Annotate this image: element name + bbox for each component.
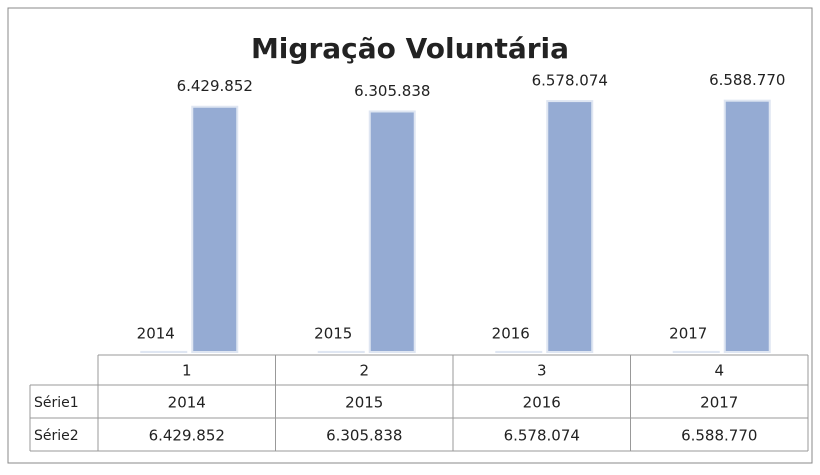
bar [192,107,237,352]
x-tick-label: 2 [359,362,369,380]
data-label: 6.578.074 [532,72,608,90]
chart-title: Migração Voluntária [251,32,569,65]
table-cell: 6.429.852 [149,427,225,445]
bar [725,101,770,352]
data-label: 2014 [137,325,175,343]
table-cell: 6.578.074 [504,427,580,445]
data-label: 6.429.852 [177,77,253,95]
legend-label: Série2 [34,428,79,444]
data-label: 2015 [314,325,352,343]
legend-label: Série1 [34,395,79,411]
table-cell: 6.305.838 [326,427,402,445]
table-cell: 2015 [345,394,383,412]
x-tick-label: 3 [537,362,547,380]
table-cell: 6.588.770 [681,427,757,445]
x-tick-label: 4 [714,362,724,380]
x-tick-label: 1 [182,362,192,380]
data-label: 6.588.770 [709,71,785,89]
table-cell: 2016 [523,394,561,412]
bar [370,111,415,352]
bar [547,101,592,352]
data-label: 6.305.838 [354,82,430,100]
data-label: 2017 [669,325,707,343]
data-label: 2016 [492,325,530,343]
table-cell: 2014 [168,394,206,412]
table-cell: 2017 [700,394,738,412]
